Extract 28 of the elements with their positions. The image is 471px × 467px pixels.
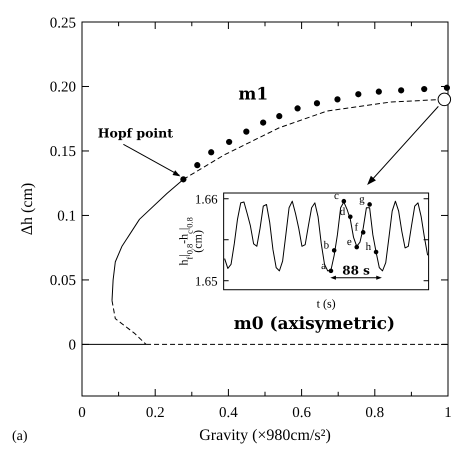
data-label: g — [359, 193, 366, 206]
annotation: m0 (axisymetric) — [234, 314, 396, 334]
x-tick-label: 0.6 — [292, 405, 312, 421]
x-axis-title: Gravity (×980cm/s²) — [199, 427, 331, 444]
annotation: m1 — [238, 84, 268, 104]
y-tick-label: 0.05 — [50, 273, 76, 290]
y-tick-label: 0.20 — [50, 80, 76, 96]
x-tick-label: 0 — [78, 405, 86, 421]
annotation: Hopf point — [98, 125, 174, 140]
y-tick-label: 0.15 — [50, 144, 76, 160]
data-label: c — [334, 190, 339, 202]
x-axis-title: t (s) — [316, 296, 336, 311]
y-axis-title: Δh (cm) — [19, 182, 36, 236]
annotation: 88 s — [342, 264, 370, 278]
y-tick-label: 0.1 — [57, 208, 76, 225]
data-label: e — [346, 236, 352, 248]
y-tick-label: 1.65 — [194, 273, 218, 288]
data-label: b — [324, 239, 330, 252]
text: (a) — [12, 429, 28, 444]
y-tick-label: 0.25 — [50, 15, 76, 32]
y-tick-label: 0 — [68, 338, 76, 354]
x-tick-label: 0.4 — [219, 405, 238, 421]
data-label: f — [354, 221, 359, 234]
data-label: h — [366, 241, 372, 254]
y-tick-label: 1.66 — [194, 191, 218, 206]
x-tick-label: 1 — [444, 405, 452, 421]
x-tick-label: 0.8 — [365, 405, 384, 421]
x-tick-label: 0.2 — [146, 405, 165, 421]
